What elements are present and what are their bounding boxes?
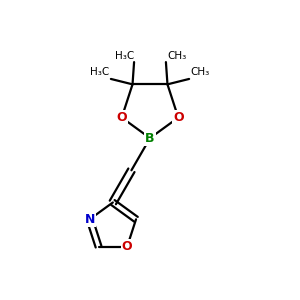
Text: H₃C: H₃C	[90, 68, 110, 77]
Text: O: O	[173, 111, 184, 124]
Text: H₃C: H₃C	[115, 51, 134, 61]
Text: CH₃: CH₃	[167, 51, 187, 61]
Text: B: B	[145, 132, 155, 145]
Text: CH₃: CH₃	[190, 68, 210, 77]
Text: N: N	[85, 213, 95, 226]
Text: O: O	[122, 240, 133, 253]
Text: O: O	[116, 111, 127, 124]
